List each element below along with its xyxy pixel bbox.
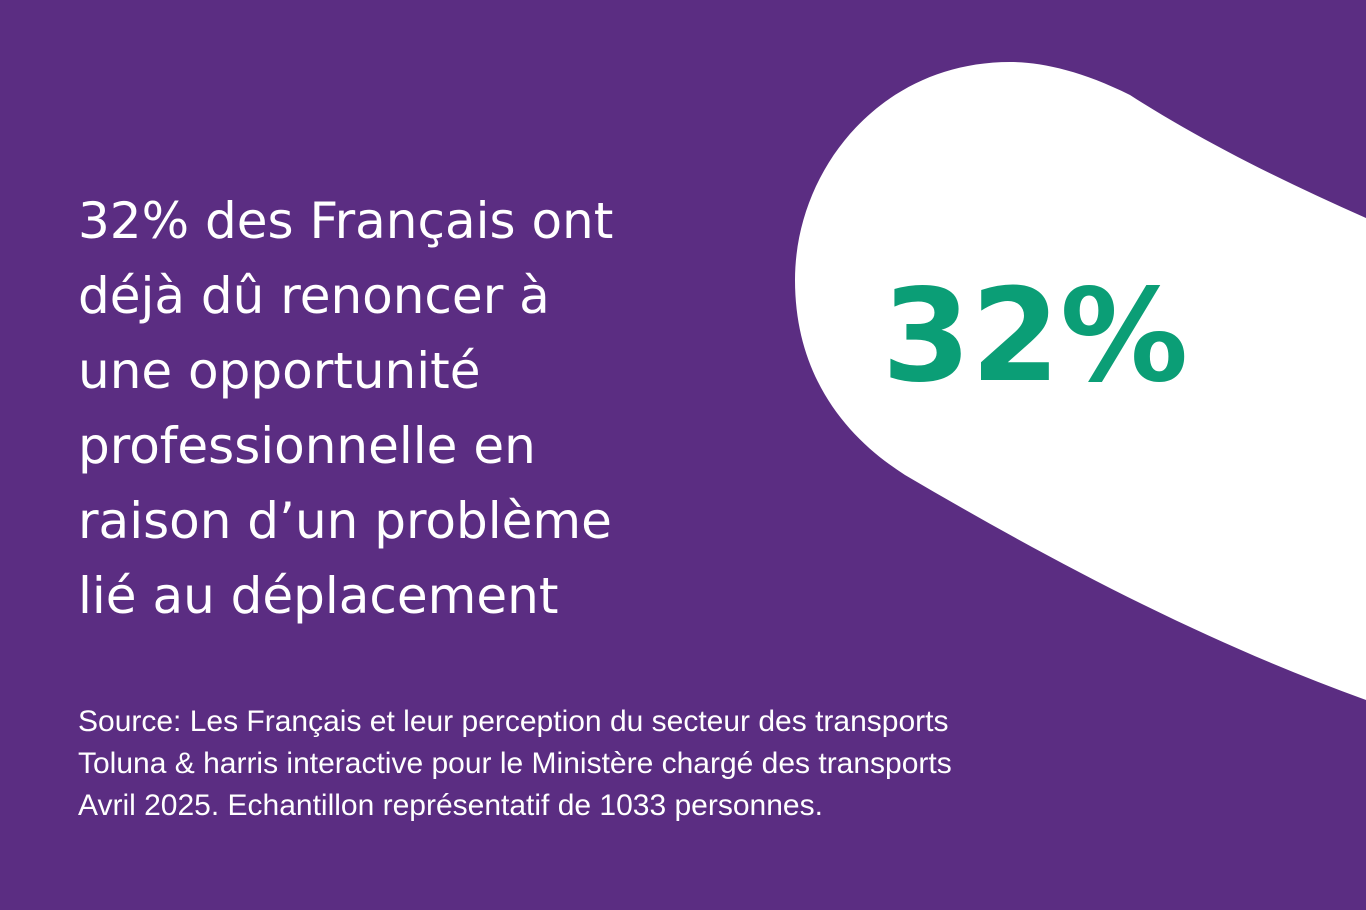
- headline-line: professionnelle en: [78, 417, 536, 475]
- headline: 32% des Français ont déjà dû renoncer à …: [78, 192, 613, 625]
- source: Source: Les Français et leur perception …: [78, 705, 952, 822]
- headline-line: déjà dû renoncer à: [78, 267, 550, 325]
- white-shape: [795, 62, 1366, 700]
- headline-line: une opportunité: [78, 342, 481, 400]
- source-line: Avril 2025. Echantillon représentatif de…: [78, 789, 823, 822]
- source-line: Toluna & harris interactive pour le Mini…: [78, 747, 952, 780]
- headline-line: 32% des Français ont: [78, 192, 613, 250]
- source-line: Source: Les Français et leur perception …: [78, 705, 948, 738]
- headline-line: lié au déplacement: [78, 567, 558, 625]
- stat: 32%: [882, 262, 1188, 411]
- headline-line: raison d’un problème: [78, 492, 612, 550]
